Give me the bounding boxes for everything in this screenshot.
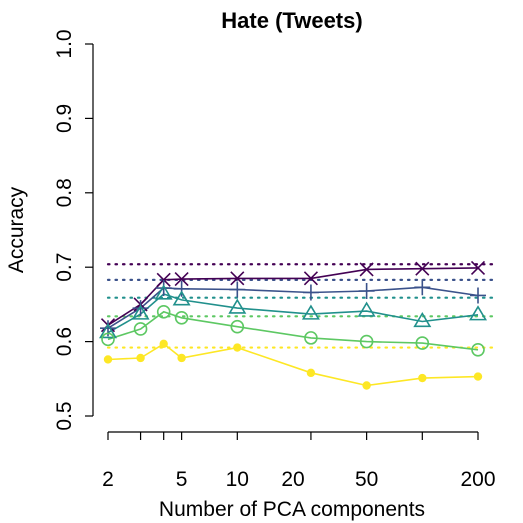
data-point: [306, 368, 316, 378]
data-point: [98, 323, 118, 339]
data-point: [470, 287, 486, 304]
data-point: [133, 322, 148, 336]
data-point: [174, 272, 189, 287]
data-point: [304, 331, 318, 345]
data-point: [156, 305, 171, 319]
data-point: [174, 310, 189, 325]
data-point: [155, 280, 172, 297]
y-tick-label: 0.9: [53, 104, 76, 133]
y-tick-label: 0.8: [53, 178, 76, 207]
data-point: [357, 301, 376, 317]
series-markers-group: [98, 260, 488, 390]
y-tick-label: 1.0: [53, 29, 76, 58]
data-point: [414, 279, 431, 296]
data-point: [154, 284, 173, 300]
data-point: [415, 261, 430, 276]
data-point: [418, 373, 427, 383]
data-point: [228, 298, 247, 314]
x-axis: 2 5 10 20 50 200: [102, 431, 496, 491]
y-axis: 0.5 0.6 0.7 0.8 0.9 1.0: [53, 29, 94, 431]
data-point: [173, 280, 190, 297]
data-point: [473, 372, 483, 381]
data-point: [359, 334, 374, 349]
x-tick-label: 10: [226, 468, 249, 491]
data-point: [415, 336, 430, 350]
data-point: [233, 343, 242, 352]
data-point: [230, 271, 245, 286]
data-point: [131, 304, 150, 320]
x-tick-label: 2: [102, 468, 114, 491]
y-axis-label: Accuracy: [5, 186, 28, 273]
data-point: [302, 284, 319, 301]
y-tick-label: 0.5: [53, 401, 76, 430]
series-line: [107, 310, 479, 351]
data-point: [471, 342, 485, 357]
data-point: [156, 272, 171, 287]
data-point: [358, 283, 375, 300]
data-point: [101, 332, 115, 347]
data-point: [359, 262, 374, 277]
data-point: [470, 260, 486, 276]
data-point: [229, 281, 246, 298]
x-tick-label: 5: [176, 468, 188, 491]
y-tick-label: 0.7: [53, 253, 76, 282]
data-point: [136, 353, 145, 363]
data-point: [177, 353, 186, 363]
data-point: [132, 300, 149, 317]
data-point: [159, 339, 168, 349]
chart-title: Hate (Tweets): [221, 8, 362, 33]
x-tick-label: 50: [355, 468, 378, 491]
x-axis-label: Number of PCA components: [159, 498, 425, 521]
data-point: [301, 304, 320, 320]
data-point: [103, 355, 113, 364]
data-point: [172, 290, 191, 306]
data-point: [413, 311, 432, 328]
x-tick-label: 20: [281, 468, 304, 491]
data-point: [303, 271, 318, 286]
data-point: [230, 319, 245, 334]
x-tick-label: 200: [460, 468, 495, 491]
y-tick-label: 0.6: [53, 327, 76, 356]
data-point: [362, 381, 371, 390]
data-point: [468, 305, 488, 321]
